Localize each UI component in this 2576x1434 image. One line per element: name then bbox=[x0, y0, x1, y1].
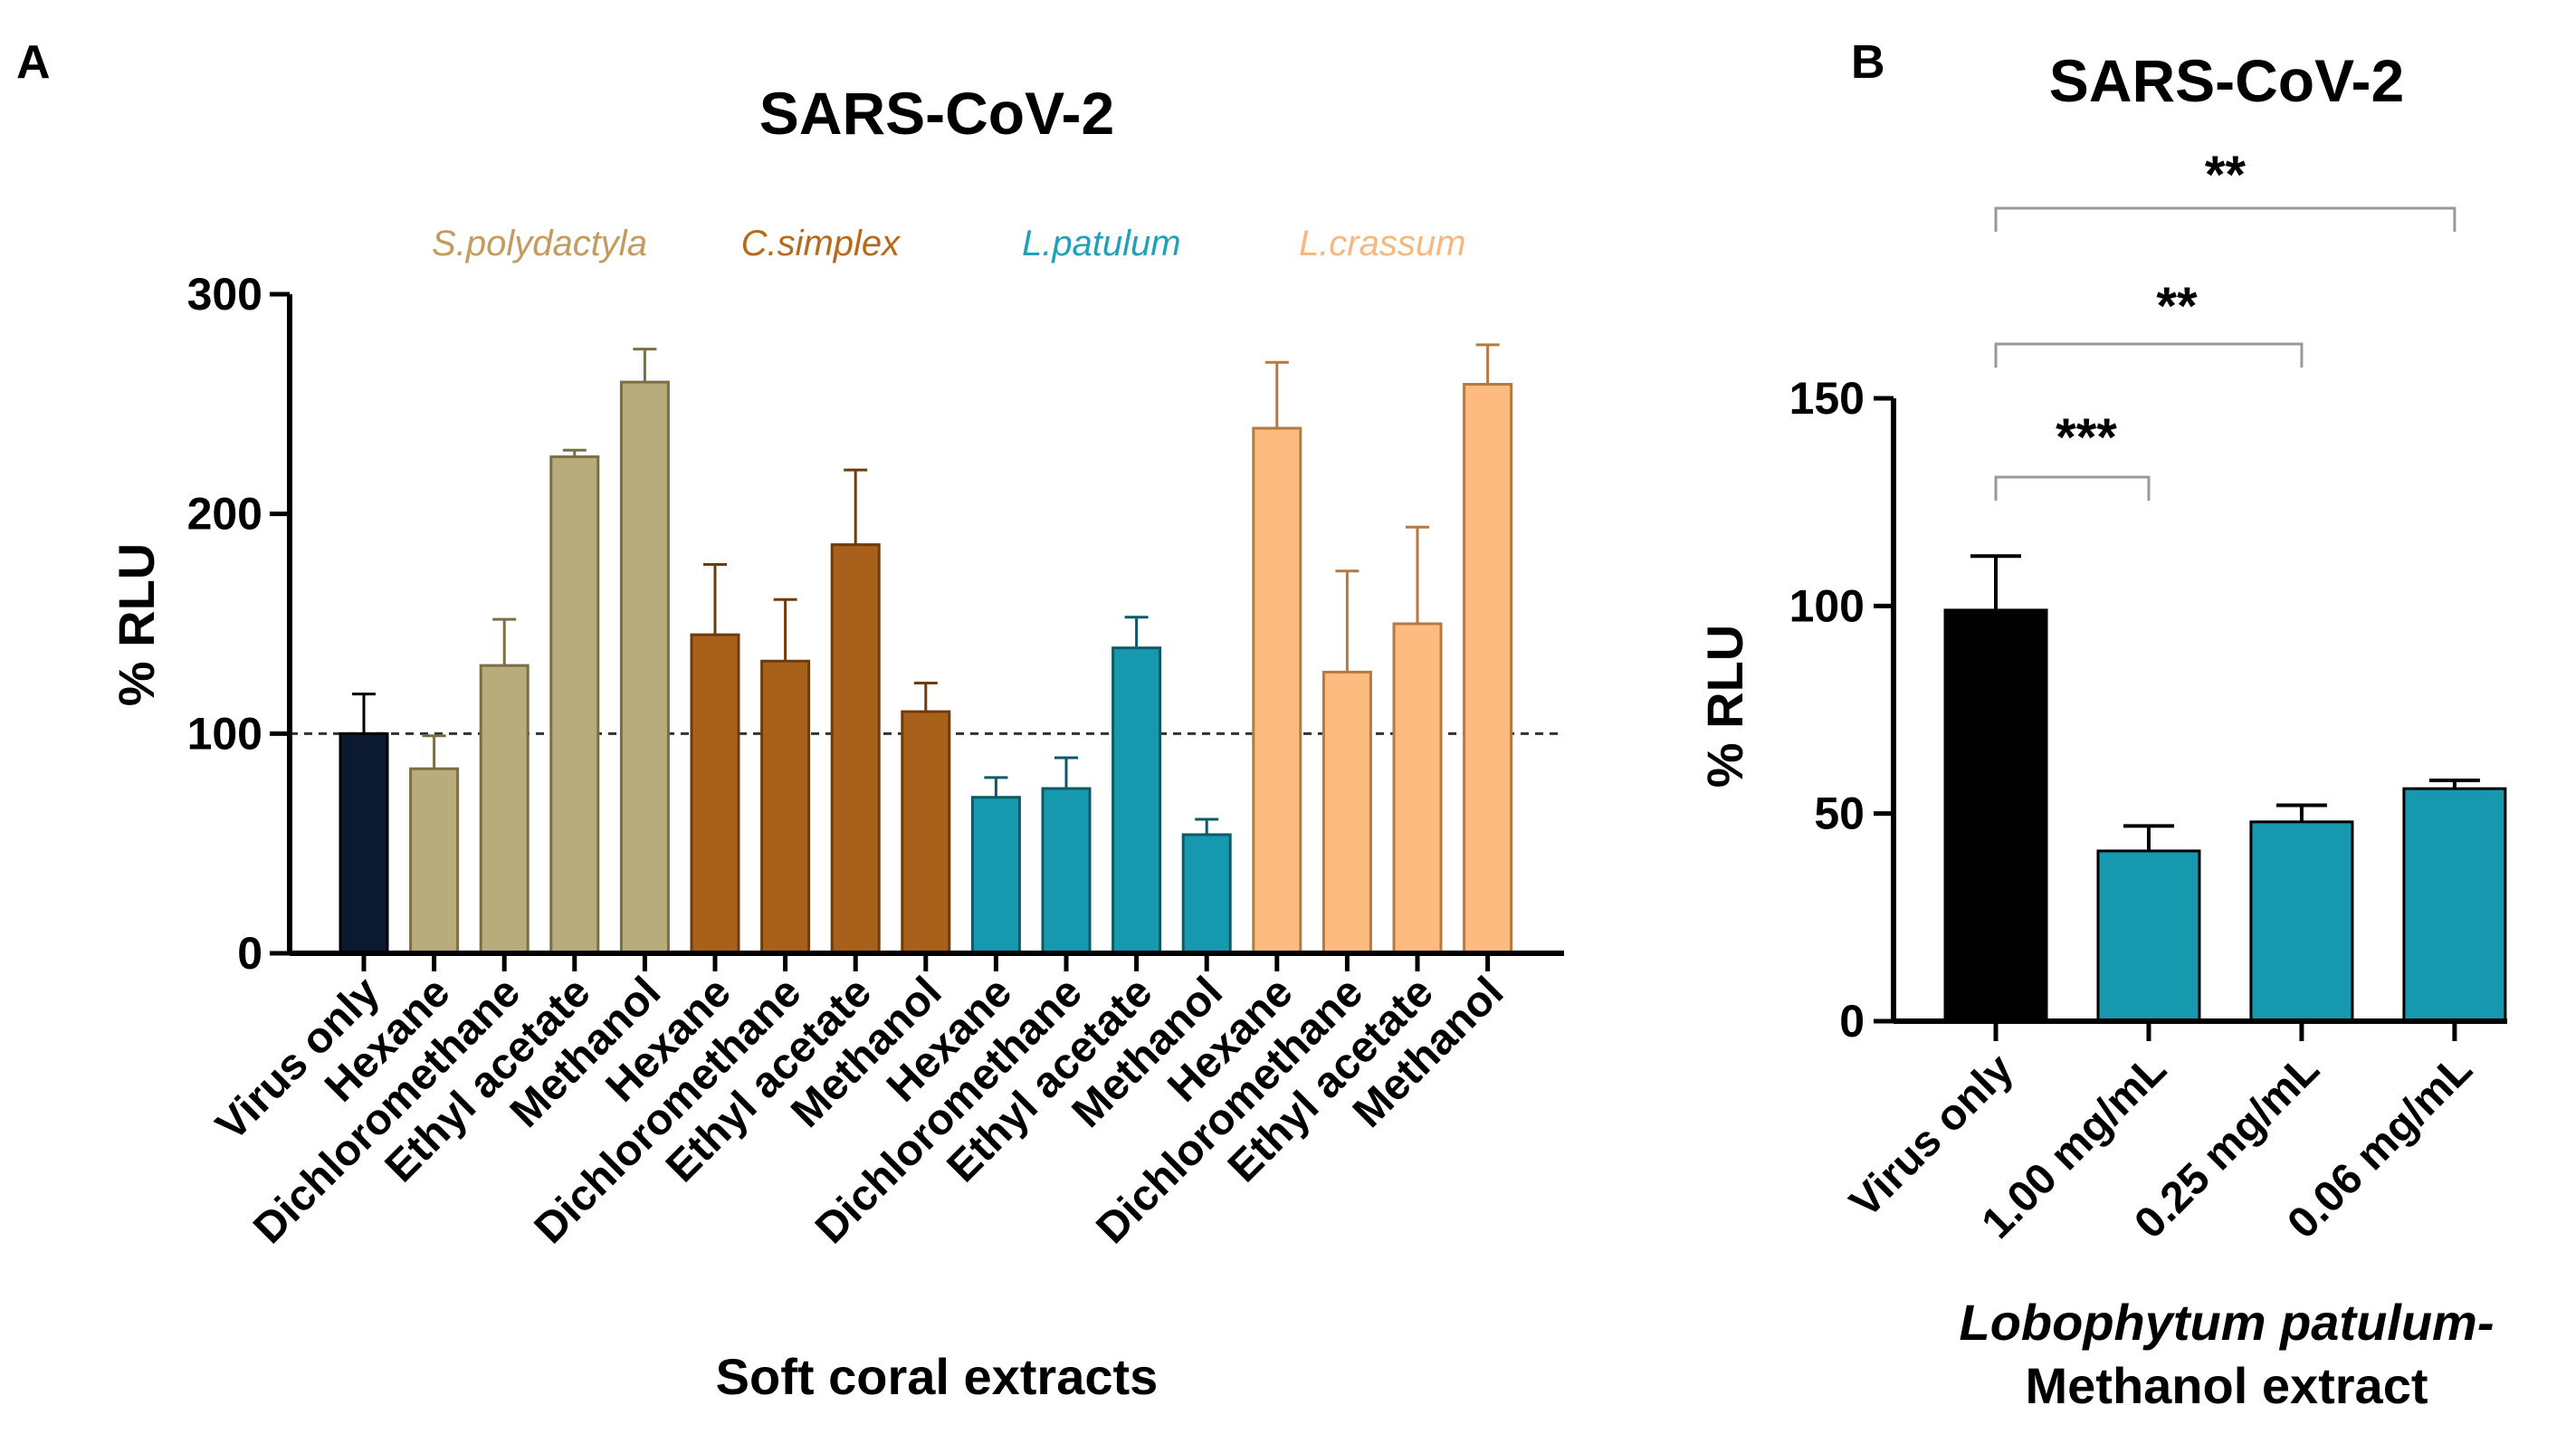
significance-bracket bbox=[1994, 206, 2457, 232]
bar bbox=[970, 796, 1021, 955]
y-tick-label: 0 bbox=[1839, 996, 1865, 1047]
bar bbox=[901, 710, 951, 955]
panel-a-xlabel: Soft coral extracts bbox=[716, 1348, 1159, 1405]
bar bbox=[2096, 849, 2201, 1023]
bar bbox=[830, 543, 881, 955]
y-tick-label: 0 bbox=[237, 928, 262, 979]
bar bbox=[1181, 833, 1232, 955]
panel-b-xlabel-line2: Methanol extract bbox=[2026, 1357, 2428, 1414]
bar bbox=[1252, 426, 1302, 955]
significance-label: ** bbox=[2205, 146, 2247, 205]
panel-b-xlabel-line1: Lobophytum patulum- bbox=[1959, 1294, 2494, 1351]
y-tick-label: 150 bbox=[1789, 373, 1865, 424]
panel-a-title: SARS-CoV-2 bbox=[759, 80, 1114, 147]
group-label: L.crassum bbox=[1299, 224, 1466, 263]
significance-bracket bbox=[1994, 342, 2304, 368]
bar bbox=[409, 767, 460, 955]
significance-label: ** bbox=[2156, 277, 2198, 336]
bar bbox=[1111, 646, 1162, 955]
bar bbox=[549, 455, 600, 955]
significance-label: *** bbox=[2056, 408, 2117, 467]
y-tick-label: 100 bbox=[187, 708, 262, 759]
bar bbox=[760, 659, 811, 955]
y-tick-label: 300 bbox=[187, 269, 262, 320]
bar bbox=[1392, 622, 1443, 955]
bar bbox=[2402, 787, 2507, 1023]
panel-a-ylabel: % RLU bbox=[108, 543, 165, 706]
bar bbox=[479, 664, 530, 955]
significance-bracket bbox=[1994, 475, 2151, 501]
bar bbox=[1943, 608, 2048, 1023]
group-label: C.simplex bbox=[741, 224, 902, 263]
panel-b-ylabel: % RLU bbox=[1696, 625, 1753, 788]
bar bbox=[690, 633, 740, 955]
panel-b-title: SARS-CoV-2 bbox=[2049, 47, 2404, 114]
bar bbox=[619, 380, 670, 955]
y-tick-label: 50 bbox=[1814, 789, 1865, 839]
bar bbox=[1321, 670, 1372, 955]
bar bbox=[1463, 382, 1513, 955]
group-label: S.polydactyla bbox=[432, 224, 647, 263]
y-tick-label: 100 bbox=[1789, 580, 1865, 631]
bar bbox=[2249, 820, 2354, 1023]
bar bbox=[339, 731, 389, 955]
y-tick-label: 200 bbox=[187, 489, 262, 540]
panel-b-letter: B bbox=[1851, 36, 1885, 89]
group-label: L.patulum bbox=[1022, 224, 1181, 263]
bar bbox=[1041, 787, 1092, 955]
panel-a-letter: A bbox=[16, 36, 51, 89]
